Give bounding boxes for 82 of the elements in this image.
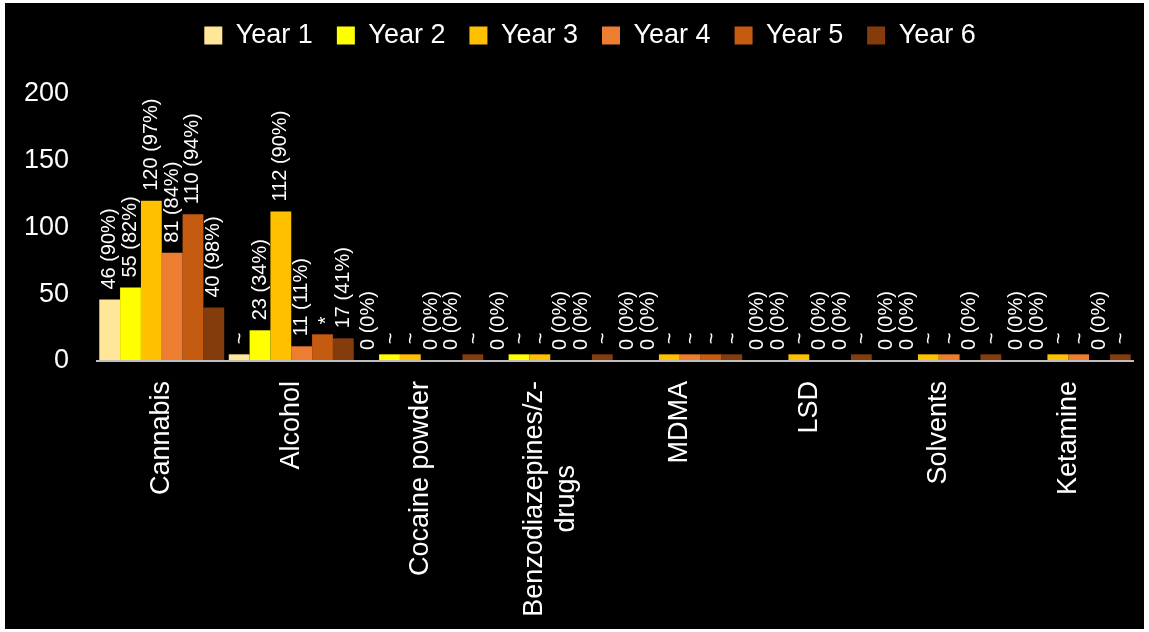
- data-label: ~: [699, 332, 722, 345]
- x-tick-label: Solvents: [922, 381, 953, 485]
- x-tick-label: Alcohol: [274, 381, 305, 470]
- bar: [332, 338, 354, 361]
- bar: [462, 354, 484, 361]
- bar: [591, 354, 613, 361]
- data-label: ~: [917, 332, 940, 345]
- data-label: 0 (0%): [807, 291, 830, 350]
- legend-label: Year 6: [898, 18, 976, 49]
- x-tick-label: LSD: [792, 381, 823, 434]
- data-label: ~: [461, 332, 484, 345]
- bar: [658, 354, 680, 361]
- bar: [249, 330, 271, 361]
- data-label: 0 (0%): [874, 291, 897, 350]
- bar: [399, 354, 421, 361]
- legend-label: Year 1: [235, 18, 313, 49]
- data-label: 0 (0%): [485, 291, 508, 350]
- x-tick-label: Benzodiazepines/z-drugs: [517, 380, 580, 617]
- bar: [980, 354, 1002, 361]
- legend-label: Year 5: [766, 18, 844, 49]
- data-label: ~: [228, 332, 251, 345]
- data-label: 120 (97%): [138, 98, 161, 191]
- bar: [1109, 354, 1131, 361]
- data-label: 23 (34%): [247, 239, 270, 321]
- data-label: 112 (90%): [268, 110, 291, 202]
- data-label: ~: [1109, 332, 1132, 345]
- data-label: ~: [528, 332, 551, 345]
- data-label: 0 (0%): [615, 291, 638, 350]
- data-label: ~: [658, 332, 681, 345]
- y-tick-label: 200: [23, 77, 69, 108]
- data-label: 0 (0%): [356, 291, 379, 350]
- legend-label: Year 4: [633, 18, 711, 49]
- bar: [679, 354, 701, 361]
- data-label: 46 (90%): [97, 208, 120, 290]
- bar: [161, 252, 183, 361]
- data-label: 81 (84%): [159, 161, 182, 243]
- bar: [1068, 354, 1090, 361]
- data-label: ~: [787, 332, 810, 345]
- data-label: ~: [720, 332, 743, 345]
- x-tick-label: MDMA: [663, 380, 694, 464]
- data-label: ~: [979, 332, 1002, 345]
- data-label: 11 (11%): [289, 258, 312, 337]
- data-label: 0 (0%): [636, 291, 659, 350]
- bar: [270, 211, 292, 361]
- data-label: ~: [378, 332, 401, 345]
- data-label: 0 (0%): [1003, 291, 1026, 350]
- bar: [291, 346, 313, 361]
- bar: [529, 354, 551, 361]
- data-label: 0 (0%): [744, 291, 767, 350]
- y-tick-label: 0: [53, 344, 69, 375]
- legend-label: Year 2: [368, 18, 446, 49]
- bar: [120, 287, 141, 361]
- data-label: 17 (41%): [330, 247, 353, 329]
- data-label: ~: [850, 332, 873, 345]
- data-label: ~: [679, 332, 702, 345]
- data-label: ~: [591, 332, 614, 345]
- legend-label: Year 3: [500, 18, 579, 49]
- bar: [938, 354, 960, 361]
- bar: [917, 354, 939, 361]
- bar: [228, 354, 250, 361]
- bar: [721, 354, 743, 361]
- data-label: ~: [1046, 332, 1069, 345]
- data-label: 40 (98%): [201, 216, 224, 298]
- data-label: 55 (82%): [118, 196, 141, 278]
- data-label: ~: [508, 332, 531, 345]
- data-label: 0 (0%): [548, 291, 571, 350]
- x-tick-label: Cocaine powder: [404, 381, 435, 577]
- bar: [1047, 354, 1069, 361]
- bar: [850, 354, 872, 361]
- y-tick-label: 150: [23, 144, 69, 175]
- y-tick-label: 50: [38, 277, 69, 308]
- x-tick-label: Ketamine: [1051, 380, 1082, 496]
- bar: [379, 354, 400, 361]
- bar: [99, 299, 121, 361]
- data-label: 0 (0%): [895, 291, 918, 350]
- bar: [140, 200, 162, 361]
- y-tick-label: 100: [23, 210, 69, 241]
- bar: [182, 214, 204, 361]
- bar: [203, 307, 225, 361]
- x-tick-label: Cannabis: [145, 381, 176, 496]
- bar: [312, 334, 333, 361]
- bar: [788, 354, 810, 361]
